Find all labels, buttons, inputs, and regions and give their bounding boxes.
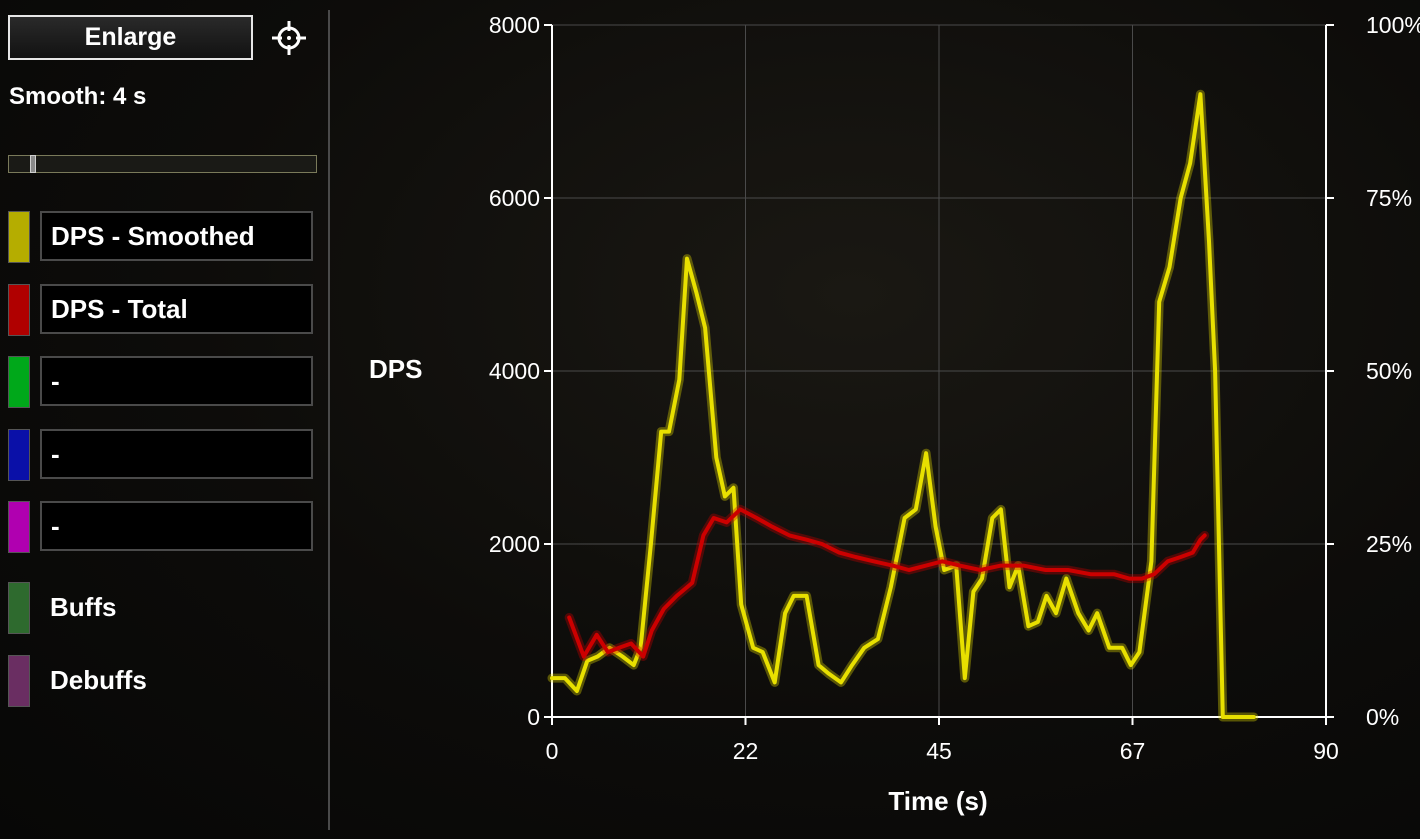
legend-item-dps-smoothed[interactable]: DPS - Smoothed [40,211,313,261]
chart-grid [552,24,1326,717]
legend-swatch-buffs[interactable] [8,582,30,634]
sidebar-divider [328,10,330,830]
chart-lines [547,89,1259,722]
legend-swatch-magenta[interactable] [8,501,30,553]
legend-label: DPS - Total [51,293,188,324]
legend-label: - [51,510,60,541]
legend-label-buffs: Buffs [50,592,117,622]
x-axis-label: Time (s) [888,786,987,816]
legend-item-dps-total[interactable]: DPS - Total [40,284,313,334]
sidebar: Enlarge Smooth: 4 s DPS - Smoothed DPS -… [0,0,330,839]
smooth-label: Smooth: 4 s [9,83,147,110]
x-tick-label: 45 [926,738,952,764]
legend-label: DPS - Smoothed [51,220,255,251]
legend-swatch-blue[interactable] [8,429,30,481]
x-tick-label: 0 [546,738,559,764]
y-tick-label: 2000 [489,531,540,557]
y2-tick-label: 0% [1366,704,1399,730]
x-tick-label: 90 [1313,738,1339,764]
y2-tick-label: 50% [1366,358,1412,384]
crosshair-icon[interactable] [271,20,307,56]
y2-tick-label: 100% [1366,12,1420,38]
chart-ticks: 0 0% 2000 25% 4000 50% 6000 75% 8000 100% 0 22 45 67 9… [489,12,1420,764]
legend-item-green[interactable]: - [40,356,313,406]
legend-swatch-debuffs[interactable] [8,655,30,707]
x-tick-label: 67 [1120,738,1146,764]
x-tick-label: 22 [733,738,759,764]
dps-chart: 0 0% 2000 25% 4000 50% 6000 75% 8000 100% 0 22 45 67 9… [369,12,1420,816]
legend-swatch-green[interactable] [8,356,30,408]
y2-tick-label: 25% [1366,531,1412,557]
y-tick-label: 4000 [489,358,540,384]
legend-label-debuffs: Debuffs [50,665,147,695]
legend-label: - [51,365,60,396]
y-tick-label: 6000 [489,185,540,211]
smooth-slider[interactable] [8,155,317,173]
legend-item-magenta[interactable]: - [40,501,313,551]
y-tick-label: 0 [527,704,540,730]
legend-label: - [51,438,60,469]
y-tick-label: 8000 [489,12,540,38]
y-axis-label: DPS [369,354,422,384]
legend-swatch-dps-smoothed[interactable] [8,211,30,263]
legend-swatch-dps-total[interactable] [8,284,30,336]
legend-item-blue[interactable]: - [40,429,313,479]
y2-tick-label: 75% [1366,185,1412,211]
enlarge-button[interactable]: Enlarge [8,15,253,60]
smooth-slider-thumb[interactable] [30,155,36,173]
